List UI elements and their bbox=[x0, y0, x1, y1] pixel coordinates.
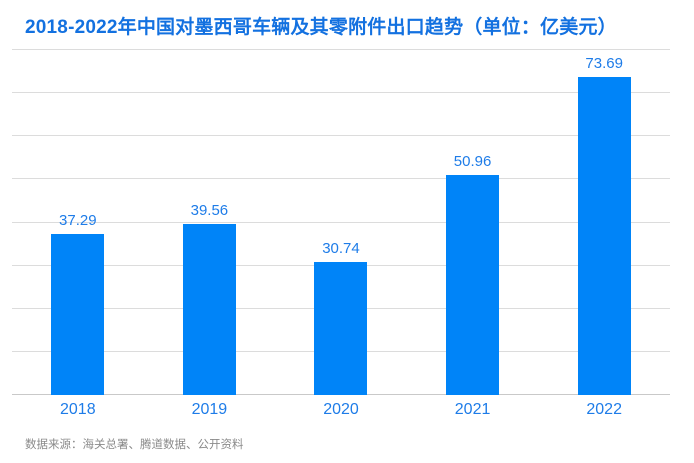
bar-value-label: 39.56 bbox=[190, 202, 229, 220]
bar-value-label: 50.96 bbox=[453, 153, 492, 171]
chart-title: 2018-2022年中国对墨西哥车辆及其零附件出口趋势（单位：亿美元） bbox=[25, 17, 617, 38]
source-note: 数据来源：海关总署、腾道数据、公开资料 bbox=[25, 439, 244, 451]
bar bbox=[446, 175, 500, 395]
x-axis-label: 2020 bbox=[323, 401, 359, 418]
gridline bbox=[12, 49, 670, 50]
bar bbox=[182, 224, 236, 395]
x-axis: 2018 2019 2020 2021 2022 bbox=[12, 401, 670, 419]
gridline bbox=[12, 135, 670, 137]
x-axis-label: 2021 bbox=[454, 401, 491, 418]
bar-column: 30.74 bbox=[275, 50, 407, 395]
x-axis-label: 2019 bbox=[191, 401, 228, 418]
bar-value-label: 30.74 bbox=[322, 240, 360, 258]
plot-area: 37.29 39.56 30.74 50.96 73.69 bbox=[12, 49, 670, 395]
bar-value-label: 37.29 bbox=[59, 212, 97, 230]
bar-columns: 37.29 39.56 30.74 50.96 73.69 bbox=[12, 50, 670, 395]
gridline bbox=[12, 221, 670, 223]
gridline bbox=[12, 178, 670, 180]
bar-column: 39.56 bbox=[144, 50, 276, 395]
bar-value-label: 73.69 bbox=[585, 55, 623, 73]
x-axis-label: 2022 bbox=[586, 401, 622, 418]
bar bbox=[51, 234, 105, 395]
bar-column: 50.96 bbox=[407, 50, 539, 395]
bar-column: 73.69 bbox=[538, 50, 670, 395]
bar bbox=[577, 77, 631, 395]
gridline bbox=[12, 92, 670, 94]
bar-column: 37.29 bbox=[12, 50, 144, 395]
bar bbox=[314, 262, 368, 395]
x-axis-label: 2018 bbox=[60, 401, 96, 418]
